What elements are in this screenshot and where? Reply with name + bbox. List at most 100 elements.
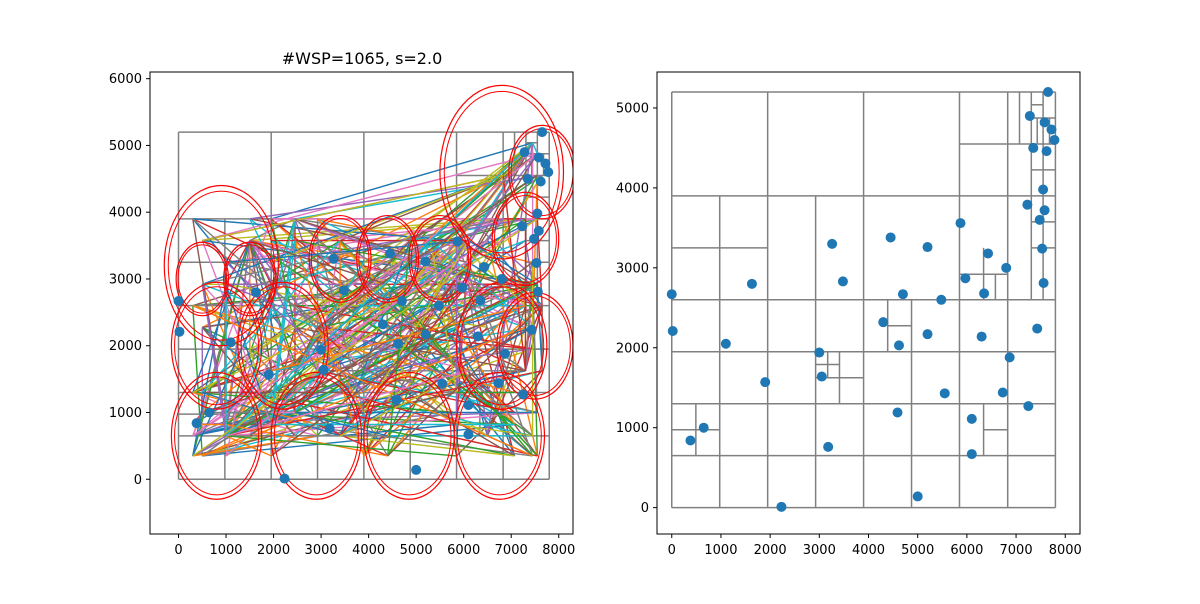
left-data-point-22 — [437, 378, 448, 389]
left-wsp-circle-inner-14 — [494, 194, 557, 283]
left-wsp-pair-line-205 — [513, 424, 538, 457]
left-data-point-43 — [533, 225, 544, 236]
left-wsp-pair-line-70 — [271, 142, 533, 220]
left-data-point-39 — [531, 257, 542, 268]
left-x-tick-label-1: 1000 — [209, 543, 242, 558]
right-data-point-22 — [939, 388, 950, 399]
right-x-tick-label-4: 4000 — [852, 543, 885, 558]
right-data-point-6 — [760, 377, 771, 388]
right-data-point-9 — [816, 371, 827, 382]
left-wsp-circle-5 — [270, 371, 363, 500]
left-data-point-14 — [385, 248, 396, 259]
left-y-tick-label-2: 2000 — [109, 339, 142, 354]
left-wsp-pair-line-319 — [468, 239, 526, 263]
left-wsp-circle-inner-8 — [240, 286, 326, 406]
left-wsp-circle-inner-13 — [443, 90, 560, 254]
left-wsp-pair-line-349 — [201, 240, 341, 393]
left-wsp-pair-line-385 — [317, 174, 538, 328]
left-data-point-18 — [411, 464, 422, 475]
left-wsp-pair-line-419 — [225, 142, 534, 437]
right-data-point-4 — [720, 338, 731, 349]
right-data-point-29 — [983, 248, 994, 259]
left-x-tick-label-6: 6000 — [447, 543, 480, 558]
left-wsp-circle-0 — [170, 371, 263, 500]
right-x-tick-label-8: 8000 — [1049, 543, 1082, 558]
right-data-point-39 — [1037, 243, 1048, 254]
right-data-point-27 — [976, 331, 987, 342]
left-wsp-circle-inner-12 — [410, 218, 470, 300]
left-data-point-10 — [324, 423, 335, 434]
left-wsp-pair-line-410 — [294, 411, 388, 437]
right-data-point-14 — [885, 232, 896, 243]
left-wsp-pair-line-398 — [202, 174, 504, 242]
left-wsp-circle-10 — [308, 214, 372, 303]
left-data-point-16 — [393, 338, 404, 349]
left-wsp-circle-1 — [170, 281, 263, 410]
right-data-point-33 — [1022, 199, 1033, 210]
right-y-tick-label-3: 3000 — [616, 261, 649, 276]
left-wsp-pair-line-417 — [192, 218, 318, 328]
left-wsp-pair-line-342 — [294, 283, 365, 328]
right-data-point-31 — [1001, 262, 1012, 273]
left-wsp-pair-line-255 — [467, 153, 538, 263]
left-wsp-pair-line-308 — [340, 435, 515, 457]
left-wsp-circle-inner-0 — [174, 376, 260, 496]
left-data-point-17 — [396, 295, 407, 306]
left-wsp-pair-line-287 — [531, 284, 539, 413]
left-wsp-circle-4 — [223, 241, 277, 317]
left-wsp-circle-15 — [508, 124, 573, 220]
left-wsp-pair-line-365 — [387, 305, 543, 457]
left-data-point-25 — [463, 400, 474, 411]
left-wsp-circle-inner-1 — [174, 286, 260, 406]
left-wsp-pair-line-400 — [468, 239, 538, 285]
left-wsp-pair-line-292 — [294, 411, 515, 457]
right-data-point-25 — [966, 413, 977, 424]
left-data-point-41 — [532, 286, 543, 297]
right-data-point-20 — [922, 242, 933, 253]
left-wsp-pair-line-341 — [225, 435, 272, 457]
right-data-point-32 — [1004, 352, 1015, 363]
left-wsp-circle-inner-6 — [366, 376, 452, 496]
left-wsp-pair-line-227 — [225, 261, 364, 285]
right-data-point-46 — [1046, 124, 1057, 135]
left-data-point-33 — [517, 221, 528, 232]
right-data-point-17 — [897, 289, 908, 300]
left-data-point-38 — [529, 233, 540, 244]
right-axes: 0 1000 2000 3000 4000 5000 6000 7000 8000 0 1000 20… — [616, 71, 1082, 558]
right-data-point-41 — [1038, 278, 1049, 289]
left-data-point-28 — [475, 295, 486, 306]
left-wsp-pair-line-257 — [294, 239, 431, 307]
left-wsp-pair-line-377 — [467, 262, 516, 393]
left-data-point-3 — [204, 407, 215, 418]
left-data-point-8 — [316, 344, 327, 355]
left-x-tick-label-2: 2000 — [257, 543, 290, 558]
left-wsp-circle-inner-16 — [499, 295, 571, 396]
right-x-tick-label-5: 5000 — [901, 543, 934, 558]
left-data-point-46 — [540, 158, 551, 169]
left-wsp-pair-line-326 — [249, 240, 365, 372]
right-data-point-30 — [997, 387, 1008, 398]
left-wsp-pair-line-339 — [294, 261, 365, 372]
left-wsp-pair-line-363 — [339, 283, 469, 437]
left-wsp-pair-line-237 — [201, 370, 318, 457]
left-data-point-9 — [318, 364, 329, 375]
left-y-tick-label-3: 3000 — [109, 272, 142, 287]
left-data-point-24 — [457, 282, 468, 293]
left-wsp-pair-line-310 — [340, 423, 457, 437]
left-data-point-0 — [173, 295, 184, 306]
left-wsp-circle-11 — [356, 214, 420, 303]
right-x-tick-label-3: 3000 — [803, 543, 836, 558]
right-data-point-34 — [1023, 401, 1034, 412]
right-x-tick-label-0: 0 — [668, 543, 676, 558]
right-x-tick-label-6: 6000 — [950, 543, 983, 558]
left-data-point-1 — [174, 326, 185, 337]
right-data-point-1 — [667, 325, 678, 336]
left-wsp-circle-7 — [453, 371, 546, 500]
right-data-point-12 — [837, 276, 848, 287]
left-data-point-11 — [328, 253, 339, 264]
left-data-point-23 — [452, 236, 463, 247]
left-y-tick-label-0: 0 — [134, 473, 142, 488]
right-data-point-3 — [698, 422, 709, 433]
left-axes-frame — [149, 71, 574, 535]
right-data-point-8 — [814, 347, 825, 358]
